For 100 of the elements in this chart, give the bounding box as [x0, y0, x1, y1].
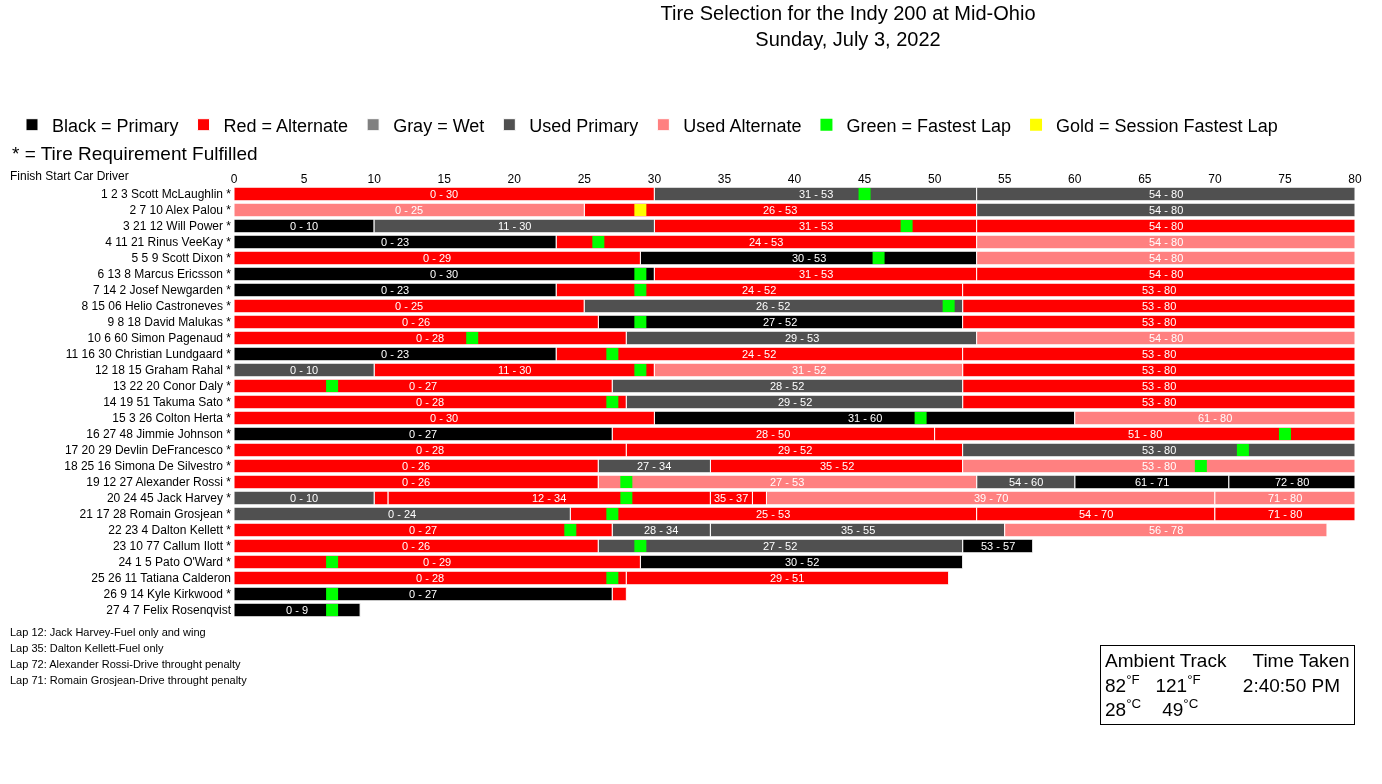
y-tick-label: 16 27 48 Jimmie Johnson *	[86, 427, 232, 442]
chart-subtitle: Sunday, July 3, 2022	[755, 27, 941, 50]
x-tick-label: 55	[998, 171, 1012, 186]
x-tick-label: 30	[647, 171, 662, 186]
annotation: 71 - 80	[1268, 508, 1303, 520]
annotation: 0 - 28	[416, 572, 445, 584]
annotation: 53 - 57	[981, 540, 1016, 552]
x-tick-label: 5	[300, 171, 308, 186]
text: * = Tire Requirement Fulfilled	[12, 143, 258, 164]
annotation: 54 - 70	[1079, 508, 1114, 520]
x-tick-label: 35	[717, 171, 732, 186]
point	[564, 524, 577, 536]
annotation: 53 - 80	[1142, 316, 1177, 328]
y-tick-label: 20 24 45 Jack Harvey *	[106, 491, 232, 506]
y-tick-label: 4 11 21 Rinus VeeKay *	[105, 235, 232, 250]
annotation: 39 - 70	[974, 492, 1009, 504]
y-tick-label: 2 7 10 Alex Palou *	[129, 203, 232, 218]
annotation: 35 - 52	[820, 460, 855, 472]
annotation: 24 - 53	[749, 236, 784, 248]
annotation: 53 - 80	[1142, 380, 1177, 392]
annotation: 0 - 27	[409, 380, 438, 392]
annotation: 27 - 34	[637, 460, 672, 472]
y-tick-label: 19 12 27 Alexander Rossi *	[86, 475, 232, 490]
annotation: 24 - 52	[742, 348, 777, 360]
x-tick-label: 25	[577, 171, 592, 186]
point	[606, 348, 619, 360]
annotation: 29 - 53	[785, 332, 820, 344]
legend-label: Gray = Wet	[393, 115, 485, 136]
annotation: 54 - 80	[1149, 204, 1184, 216]
annotation: 53 - 80	[1142, 460, 1177, 472]
x-tick-label: 60	[1068, 171, 1082, 186]
point	[326, 588, 339, 600]
annotation: 28 - 50	[756, 428, 791, 440]
y-tick-label: 9 8 18 David Malukas *	[107, 315, 232, 330]
annotation: 0 - 27	[409, 524, 438, 536]
annotation: 0 - 30	[430, 188, 459, 200]
annotation: 29 - 52	[778, 396, 813, 408]
annotation: 54 - 80	[1149, 220, 1184, 232]
x-tick-label: 45	[857, 171, 872, 186]
point	[326, 380, 339, 392]
annotation: 53 - 80	[1142, 444, 1177, 456]
point	[1194, 460, 1207, 472]
point	[634, 284, 647, 296]
annotation: 0 - 26	[402, 316, 431, 328]
annotation: 0 - 24	[388, 508, 417, 520]
annotation: 0 - 27	[409, 428, 438, 440]
y-tick-label: 15 3 26 Colton Herta *	[112, 411, 232, 426]
annotation: 24 - 52	[742, 284, 777, 296]
legend-label: Gold = Session Fastest Lap	[1056, 115, 1278, 136]
point	[914, 412, 927, 424]
annotation: 11 - 30	[498, 364, 532, 376]
y-tick-label: 26 9 14 Kyle Kirkwood *	[103, 587, 232, 602]
x-tick-label: 70	[1208, 171, 1222, 186]
annotation: 12 - 34	[532, 492, 567, 504]
point	[1278, 428, 1291, 440]
annotation: 0 - 26	[402, 540, 431, 552]
annotation: 53 - 80	[1142, 396, 1177, 408]
annotation: 53 - 80	[1142, 348, 1177, 360]
x-tick-label: 80	[1348, 171, 1362, 186]
x-tick-label: 40	[787, 171, 802, 186]
annotation: 11 - 30	[498, 220, 532, 232]
annotation: 27 - 53	[770, 476, 805, 488]
annotation: 0 - 25	[395, 204, 424, 216]
y-tick-label: 17 20 29 Devlin DeFrancesco *	[64, 443, 232, 458]
y-tick-label: 3 21 12 Will Power *	[122, 219, 232, 234]
x-tick-label: 15	[437, 171, 452, 186]
y-tick-label: 21 17 28 Romain Grosjean *	[79, 507, 232, 522]
annotation: 27 - 52	[763, 540, 798, 552]
y-tick-label: 10 6 60 Simon Pagenaud *	[87, 331, 232, 346]
annotation: 0 - 28	[416, 332, 445, 344]
annotation: 51 - 80	[1128, 428, 1163, 440]
annotation: 0 - 27	[409, 588, 438, 600]
annotation: 0 - 10	[290, 492, 319, 504]
annotation: 28 - 34	[644, 524, 679, 536]
annotation: 0 - 29	[423, 252, 452, 264]
point	[942, 300, 955, 312]
legend-label: Used Alternate	[683, 115, 802, 136]
point	[634, 204, 647, 216]
x-tick-label: 20	[507, 171, 522, 186]
annotation: 35 - 55	[841, 524, 876, 536]
legend-label: Green = Fastest Lap	[846, 115, 1012, 136]
annotation: 0 - 30	[430, 412, 459, 424]
annotation: 0 - 26	[402, 476, 431, 488]
y-tick-label: 11 16 30 Christian Lundgaard *	[65, 347, 232, 362]
annotation: 54 - 80	[1149, 268, 1184, 280]
y-tick-label: 25 26 11 Tatiana Calderon	[91, 571, 231, 586]
y-tick-label: 5 5 9 Scott Dixon *	[131, 251, 232, 266]
annotation: 26 - 53	[763, 204, 798, 216]
annotation: 54 - 60	[1009, 476, 1044, 488]
point	[1236, 444, 1249, 456]
point	[634, 268, 647, 280]
annotation: 31 - 53	[799, 268, 834, 280]
y-tick-label: 27 4 7 Felix Rosenqvist	[106, 603, 232, 618]
annotation: 0 - 29	[423, 556, 452, 568]
annotation: 54 - 80	[1149, 252, 1184, 264]
annotation: 54 - 80	[1149, 236, 1184, 248]
annotation: 31 - 53	[799, 188, 834, 200]
point	[592, 236, 605, 248]
point	[634, 540, 647, 552]
x-tick-label: 65	[1138, 171, 1152, 186]
